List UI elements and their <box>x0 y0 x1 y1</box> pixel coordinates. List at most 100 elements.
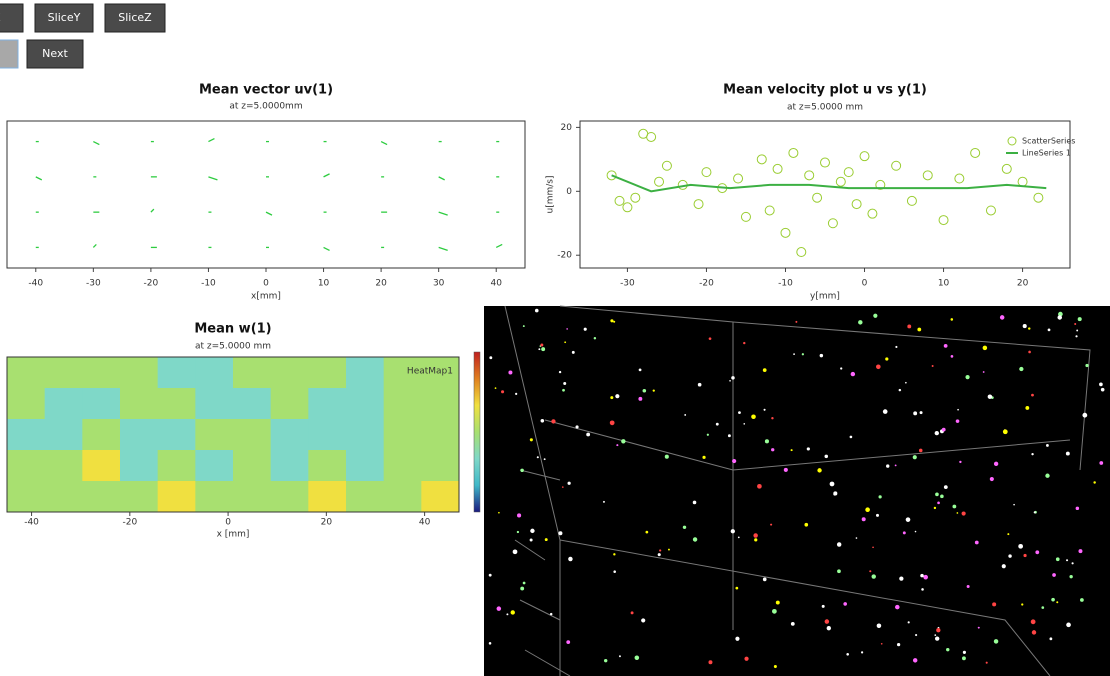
heat-cell <box>383 357 422 389</box>
scatter-point <box>891 160 902 171</box>
scatter-point <box>796 247 807 258</box>
particle <box>1046 444 1049 447</box>
particle <box>943 343 948 348</box>
heat-cell <box>421 419 460 451</box>
particle <box>664 454 669 459</box>
heat-cell <box>346 388 385 420</box>
button[interactable] <box>104 3 166 33</box>
chart-title: Mean w(1) <box>194 322 271 337</box>
particle <box>985 661 988 664</box>
heat-cell <box>7 419 46 451</box>
particle <box>876 623 882 629</box>
particle <box>1085 363 1089 368</box>
particle <box>735 636 740 641</box>
chart-title: Mean velocity plot u vs y(1) <box>723 83 927 98</box>
particle <box>757 483 762 489</box>
particle <box>826 626 831 631</box>
heat-cell <box>270 357 309 389</box>
legend-label: ScatterSeries <box>1022 137 1075 146</box>
particle <box>1022 324 1027 329</box>
particle <box>762 577 767 582</box>
heat-cell <box>195 419 234 451</box>
heat-cell <box>44 419 83 451</box>
particle <box>536 456 539 459</box>
particle <box>833 491 838 496</box>
particle <box>793 353 795 356</box>
particle <box>498 511 500 514</box>
particle <box>1051 597 1055 602</box>
particle <box>771 448 775 452</box>
legend-label: HeatMap1 <box>407 367 453 377</box>
particle <box>840 367 843 370</box>
button-label[interactable]: SliceY <box>48 11 81 24</box>
particle <box>494 387 497 389</box>
particle <box>616 444 619 447</box>
particle <box>593 337 597 340</box>
particle <box>843 602 847 606</box>
particle <box>634 655 640 661</box>
scatter-point <box>922 170 933 181</box>
button-label[interactable]: Next <box>42 47 68 60</box>
heat-cell <box>44 388 83 420</box>
scatter-point <box>906 195 917 206</box>
scatter-point <box>780 227 791 238</box>
particle <box>950 355 954 358</box>
particle <box>861 517 866 522</box>
particle <box>966 585 970 589</box>
particle <box>1028 327 1031 330</box>
particle <box>659 549 662 552</box>
vector <box>323 173 330 178</box>
particle <box>920 573 924 578</box>
particle <box>1052 573 1056 577</box>
particle <box>950 318 954 321</box>
scatter-point <box>740 211 751 222</box>
particle <box>540 419 545 423</box>
button[interactable] <box>26 39 84 69</box>
particle <box>762 368 767 372</box>
vector <box>150 208 155 213</box>
particle <box>919 411 923 415</box>
particle <box>993 461 999 467</box>
heat-cell <box>233 419 272 451</box>
particle <box>549 612 553 616</box>
particle <box>1066 622 1071 628</box>
particle <box>1025 406 1030 410</box>
x-tick-label: 10 <box>318 279 330 289</box>
scatter-point <box>954 173 965 184</box>
heat-cell <box>195 481 234 513</box>
heat-cell <box>308 419 347 451</box>
particle <box>914 530 917 533</box>
heat-cell <box>308 388 347 420</box>
x-tick-label: 0 <box>862 279 868 289</box>
particle <box>1035 550 1040 555</box>
particle <box>895 345 898 349</box>
heat-cell <box>120 357 159 389</box>
button[interactable] <box>34 3 94 33</box>
particle <box>880 642 883 645</box>
button[interactable] <box>0 39 19 69</box>
particle <box>795 320 798 323</box>
button-label[interactable]: SliceZ <box>118 11 152 24</box>
button-label[interactable]: eX <box>0 11 1 24</box>
particle <box>962 650 966 654</box>
x-axis-label: x[mm] <box>251 292 281 302</box>
particle <box>1028 350 1031 354</box>
particle <box>1065 451 1070 456</box>
particle <box>959 460 962 464</box>
scatter-point <box>622 202 633 213</box>
button[interactable] <box>0 3 24 33</box>
heat-cell <box>82 450 121 482</box>
scatter-point <box>812 192 823 203</box>
particle <box>1080 598 1084 602</box>
particle <box>858 320 863 325</box>
particle <box>638 368 642 372</box>
particle <box>790 621 795 626</box>
heat-cell <box>82 419 121 451</box>
particle <box>1031 393 1034 397</box>
x-tick-label: 40 <box>419 518 431 528</box>
particle <box>489 356 493 360</box>
x-tick-label: -10 <box>778 279 793 289</box>
particle <box>732 459 737 464</box>
scatter-point <box>733 173 744 184</box>
scatter-point <box>859 151 870 162</box>
